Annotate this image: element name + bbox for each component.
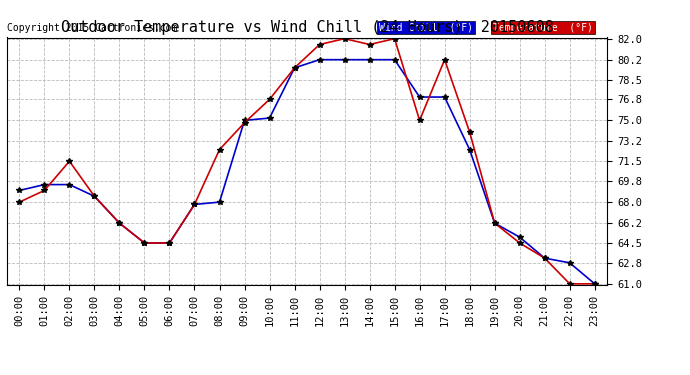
Text: Wind Chill  (°F): Wind Chill (°F) xyxy=(379,22,473,33)
Text: Copyright 2015 Cartronics.com: Copyright 2015 Cartronics.com xyxy=(7,22,177,33)
Text: Temperature  (°F): Temperature (°F) xyxy=(493,22,593,33)
Title: Outdoor Temperature vs Wind Chill (24 Hours)  20150608: Outdoor Temperature vs Wind Chill (24 Ho… xyxy=(61,20,553,35)
